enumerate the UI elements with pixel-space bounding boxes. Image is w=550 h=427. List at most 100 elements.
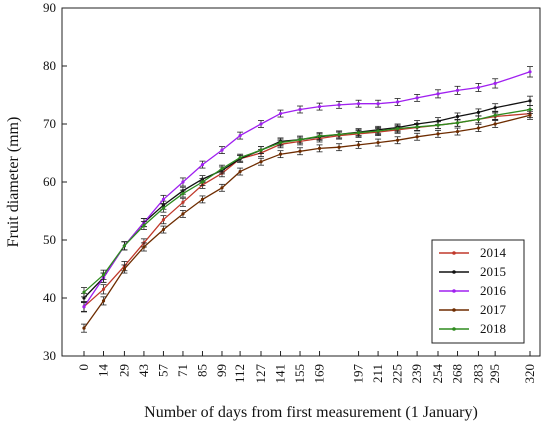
data-point xyxy=(395,138,400,142)
y-tick-label: 50 xyxy=(43,232,56,247)
x-tick-label: 211 xyxy=(370,364,385,383)
data-point xyxy=(161,206,166,210)
data-point xyxy=(317,146,322,150)
x-tick-label: 268 xyxy=(450,364,465,384)
legend-marker-2018 xyxy=(452,327,456,331)
data-point xyxy=(476,110,481,114)
y-axis-title: Fruit diameter (mm) xyxy=(5,117,22,248)
x-tick-label: 141 xyxy=(273,364,288,384)
legend-marker-2015 xyxy=(452,270,456,274)
x-axis-title: Number of days from first measurement (1… xyxy=(144,404,478,421)
data-point xyxy=(436,123,440,127)
legend-label-2018: 2018 xyxy=(480,321,506,336)
data-point xyxy=(220,148,224,152)
data-point xyxy=(376,129,380,133)
x-tick-label: 14 xyxy=(96,364,111,378)
data-point xyxy=(298,138,302,142)
data-point xyxy=(455,121,460,125)
data-point xyxy=(181,212,185,216)
data-point xyxy=(200,197,205,201)
data-point xyxy=(161,218,166,222)
data-point xyxy=(436,92,440,96)
data-point xyxy=(220,167,224,171)
x-tick-label: 239 xyxy=(409,364,424,384)
data-point xyxy=(238,156,242,160)
data-point xyxy=(101,273,106,277)
data-point xyxy=(415,135,419,139)
data-point xyxy=(436,132,440,136)
data-point xyxy=(317,105,322,109)
data-point xyxy=(142,245,146,249)
series-layer xyxy=(81,66,533,333)
x-tick-label: 197 xyxy=(351,364,366,384)
data-point xyxy=(82,305,86,309)
data-point xyxy=(122,244,127,248)
data-point xyxy=(356,131,361,135)
data-point xyxy=(259,148,263,152)
data-point xyxy=(528,107,532,112)
x-tick-label: 225 xyxy=(390,364,405,384)
y-axis: 30 40 50 60 70 80 90 xyxy=(43,0,67,363)
data-point xyxy=(356,143,361,147)
data-point xyxy=(259,160,263,164)
data-point xyxy=(337,103,341,107)
data-point xyxy=(317,134,322,138)
legend-label-2017: 2017 xyxy=(480,302,507,317)
data-point xyxy=(476,126,481,130)
data-point xyxy=(259,122,263,126)
legend-label-2014: 2014 xyxy=(480,245,507,260)
x-tick-label: 29 xyxy=(116,364,131,377)
data-point xyxy=(82,290,86,294)
x-tick-label: 169 xyxy=(312,364,327,384)
data-point xyxy=(220,186,224,190)
data-point xyxy=(376,102,380,106)
data-point xyxy=(181,200,185,204)
data-point xyxy=(298,149,302,153)
x-tick-label: 71 xyxy=(175,364,190,377)
y-tick-label: 60 xyxy=(43,174,56,189)
data-point xyxy=(142,223,146,228)
data-point xyxy=(376,140,380,145)
y-tick-label: 70 xyxy=(43,116,56,131)
series-2016 xyxy=(81,66,533,312)
data-point xyxy=(356,102,361,106)
data-point xyxy=(278,111,283,116)
x-tick-label: 155 xyxy=(292,364,307,384)
x-tick-label: 254 xyxy=(430,364,445,384)
x-tick-label: 99 xyxy=(214,364,229,377)
data-point xyxy=(337,132,341,137)
y-tick-label: 80 xyxy=(43,58,56,73)
y-tick-label: 40 xyxy=(43,290,56,305)
x-tick-label: 320 xyxy=(522,364,537,384)
legend-label-2015: 2015 xyxy=(480,264,506,279)
data-point xyxy=(337,145,341,149)
data-point xyxy=(415,125,419,129)
data-point xyxy=(238,169,242,174)
data-point xyxy=(181,192,185,196)
legend-marker-2017 xyxy=(452,308,456,312)
data-point xyxy=(181,180,185,184)
data-point xyxy=(415,96,419,100)
data-point xyxy=(528,70,532,74)
data-point xyxy=(395,127,400,131)
data-point xyxy=(493,81,497,85)
data-point xyxy=(395,100,400,104)
data-point xyxy=(200,163,205,167)
data-point xyxy=(493,122,497,126)
data-point xyxy=(122,267,127,271)
data-point xyxy=(238,134,242,138)
data-point xyxy=(528,99,532,103)
x-tick-label: 0 xyxy=(76,364,91,371)
legend-marker-2014 xyxy=(452,251,456,255)
data-point xyxy=(493,113,497,117)
x-tick-label: 85 xyxy=(194,364,209,377)
data-point xyxy=(82,326,86,330)
data-point xyxy=(101,287,106,291)
y-tick-label: 90 xyxy=(43,0,56,15)
data-point xyxy=(493,106,497,110)
x-tick-label: 57 xyxy=(155,364,170,378)
data-point xyxy=(161,227,166,232)
x-tick-label: 283 xyxy=(470,364,485,384)
data-point xyxy=(455,129,460,134)
